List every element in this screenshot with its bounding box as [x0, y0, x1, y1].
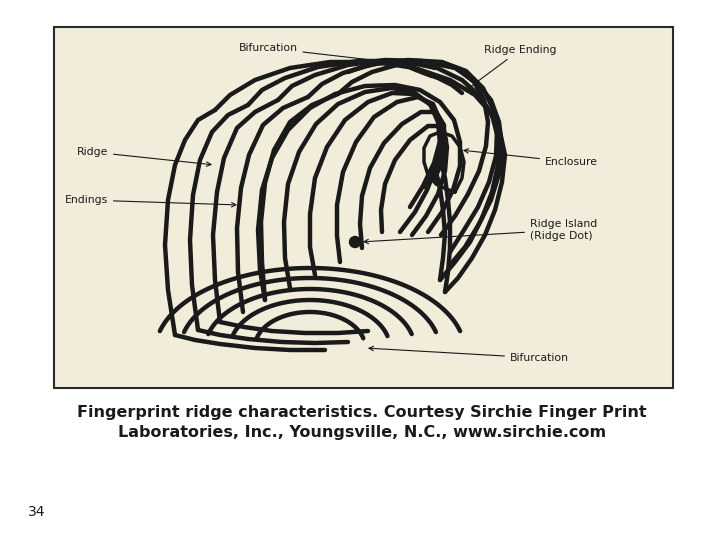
Bar	[54, 27, 673, 388]
Text: Fingerprint ridge characteristics. Courtesy Sirchie Finger Print: Fingerprint ridge characteristics. Court…	[77, 404, 647, 420]
Text: Bifurcation: Bifurcation	[238, 43, 394, 64]
Text: 34: 34	[28, 505, 45, 519]
Text: Bifurcation: Bifurcation	[369, 346, 569, 363]
Text: Ridge Ending: Ridge Ending	[465, 45, 557, 91]
Circle shape	[349, 237, 361, 247]
Text: Ridge Island
(Ridge Dot): Ridge Island (Ridge Dot)	[364, 219, 598, 244]
Text: Endings: Endings	[65, 195, 236, 207]
Text: Ridge: Ridge	[76, 147, 211, 166]
Text: Laboratories, Inc., Youngsville, N.C., www.sirchie.com: Laboratories, Inc., Youngsville, N.C., w…	[118, 424, 606, 440]
Text: Enclosure: Enclosure	[464, 148, 598, 167]
